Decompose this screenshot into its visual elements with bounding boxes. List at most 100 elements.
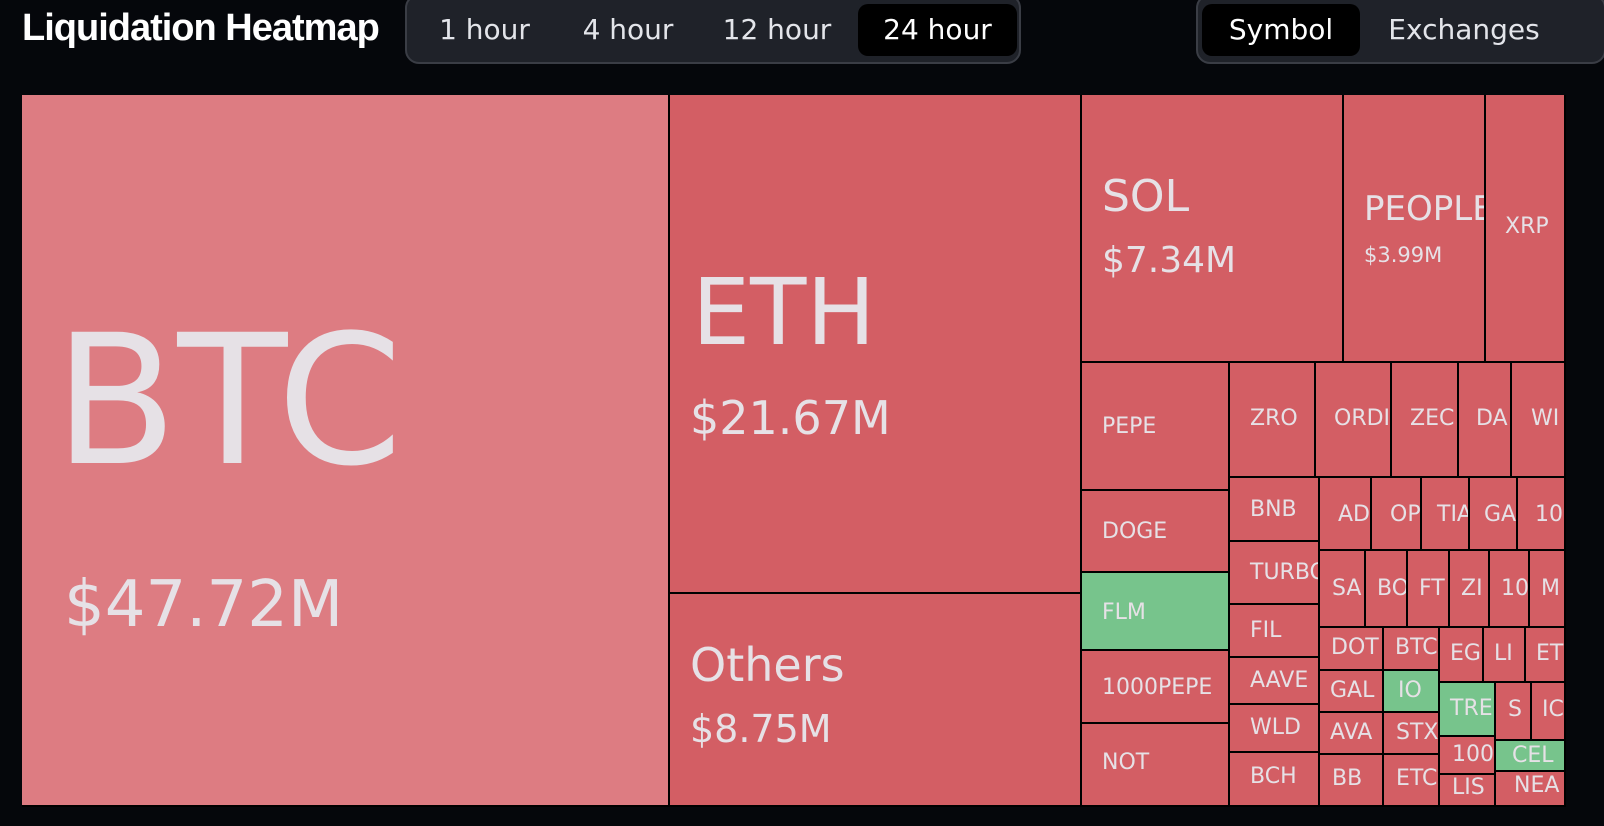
tile-symbol: FIL [1250,618,1282,643]
tile-symbol: WI [1531,406,1560,431]
tile-symbol: DA [1476,406,1508,431]
tile-fil[interactable]: FIL [1230,605,1320,658]
tile-symbol: AVA [1330,720,1373,745]
tile-10[interactable]: 10 [1490,551,1530,628]
tile-zec[interactable]: ZEC [1392,363,1459,478]
tile-symbol: LI [1494,641,1513,666]
tile-gal[interactable]: GAL [1320,671,1384,713]
tile-symbol: WLD [1250,715,1301,740]
tile-100[interactable]: 100 [1440,737,1496,775]
tile-ft[interactable]: FT [1408,551,1450,628]
tile-symbol: TRE [1450,696,1493,721]
group-by-symbol[interactable]: Symbol [1202,4,1360,56]
tile-zro[interactable]: ZRO [1230,363,1316,478]
tile-tia[interactable]: TIA [1422,478,1470,551]
tile-bch[interactable]: BCH [1230,753,1320,807]
tile-cel[interactable]: CEL [1496,741,1566,772]
tile-others[interactable]: Others $8.75M [670,594,1082,807]
tile-da[interactable]: DA [1459,363,1512,478]
tile-symbol: NOT [1102,750,1150,775]
tile-symbol: 1000PEPE [1102,675,1213,700]
tile-sa[interactable]: SA [1320,551,1366,628]
tile-symbol: ZI [1461,576,1483,601]
tile-etc[interactable]: ETC [1384,755,1440,807]
tile-symbol: 10 [1501,576,1529,601]
tile-symbol: BNB [1250,497,1297,522]
tile-aave[interactable]: AAVE [1230,658,1320,705]
tile-eth[interactable]: ETH $21.67M [670,95,1082,594]
tile-ga[interactable]: GA [1470,478,1518,551]
tile-symbol: M [1541,576,1560,601]
tile-lis[interactable]: LIS [1440,775,1496,807]
tile-symbol: ZRO [1250,406,1298,431]
tile-pepe[interactable]: PEPE [1082,363,1230,491]
tile-s[interactable]: S [1496,683,1532,741]
tile-value: $21.67M [690,391,891,445]
tile-symbol: PEPE [1102,414,1157,439]
tile-eg[interactable]: EG [1440,628,1484,683]
tile-btc[interactable]: BTC [1384,628,1440,671]
page-title: Liquidation Heatmap [22,7,380,49]
tile-symbol: LIS [1452,775,1485,800]
tile-li[interactable]: LI [1484,628,1526,683]
tile-nea[interactable]: NEA [1496,772,1566,807]
timeframe-selector: 1 hour 4 hour 12 hour 24 hour [405,0,1021,64]
tile-ordi[interactable]: ORDI [1316,363,1392,478]
tile-1000pepe[interactable]: 1000PEPE [1082,651,1230,724]
tile-symbol: EG [1450,641,1481,666]
tile-symbol: PEOPLE [1364,189,1486,229]
group-by-exchanges[interactable]: Exchanges [1388,13,1540,46]
tile-not[interactable]: NOT [1082,724,1230,807]
tile-symbol: FT [1419,576,1445,601]
tile-dot[interactable]: DOT [1320,628,1384,671]
tile-symbol: TIA [1437,502,1470,527]
tile-doge[interactable]: DOGE [1082,491,1230,573]
tile-wld[interactable]: WLD [1230,705,1320,753]
timeframe-1-hour[interactable]: 1 hour [439,13,530,46]
tile-symbol: ORDI [1334,406,1391,431]
grouping-selector: Symbol Exchanges [1196,0,1604,64]
tile-symbol: AAVE [1250,668,1309,693]
tile-sol[interactable]: SOL $7.34M [1082,95,1344,363]
tile-flm[interactable]: FLM [1082,573,1230,651]
tile-wi[interactable]: WI [1512,363,1566,478]
tile-symbol: S [1508,697,1522,722]
tile-tre[interactable]: TRE [1440,683,1496,737]
tile-symbol: TURBO [1250,560,1320,585]
tile-turbo[interactable]: TURBO [1230,542,1320,605]
tile-symbol: FLM [1102,600,1146,625]
tile-bb[interactable]: BB [1320,755,1384,807]
tile-symbol: 100 [1452,742,1494,767]
tile-people[interactable]: PEOPLE $3.99M [1344,95,1486,363]
timeframe-4-hour[interactable]: 4 hour [582,13,674,46]
tile-symbol: ETH [692,259,876,366]
tile-bnb[interactable]: BNB [1230,478,1320,542]
timeframe-24-hour[interactable]: 24 hour [858,4,1017,56]
tile-symbol: SOL [1102,171,1190,222]
tile-ad[interactable]: AD [1320,478,1372,551]
tile-stx[interactable]: STX [1384,713,1440,755]
tile-io[interactable]: IO [1384,671,1440,713]
tile-btc[interactable]: BTC $47.72M [22,95,670,807]
tile-m[interactable]: M [1530,551,1566,628]
tile-symbol: Others [690,638,845,692]
tile-xrp[interactable]: XRP [1486,95,1566,363]
tile-ic[interactable]: IC [1532,683,1566,741]
timeframe-12-hour[interactable]: 12 hour [722,13,832,46]
tile-symbol: BB [1332,766,1363,791]
tile-10[interactable]: 10 [1518,478,1566,551]
tile-op[interactable]: OP [1372,478,1422,551]
tile-symbol: OP [1390,502,1421,527]
tile-value: $8.75M [690,707,832,751]
tile-ava[interactable]: AVA [1320,713,1384,755]
tile-symbol: ZEC [1410,406,1455,431]
tile-symbol: BO [1377,576,1408,601]
tile-symbol: 10 [1535,502,1563,527]
tile-et[interactable]: ET [1526,628,1566,683]
tile-value: $3.99M [1364,243,1443,267]
tile-zi[interactable]: ZI [1450,551,1490,628]
tile-bo[interactable]: BO [1366,551,1408,628]
tile-symbol: IO [1398,678,1422,703]
tile-symbol: NEA [1514,773,1560,798]
